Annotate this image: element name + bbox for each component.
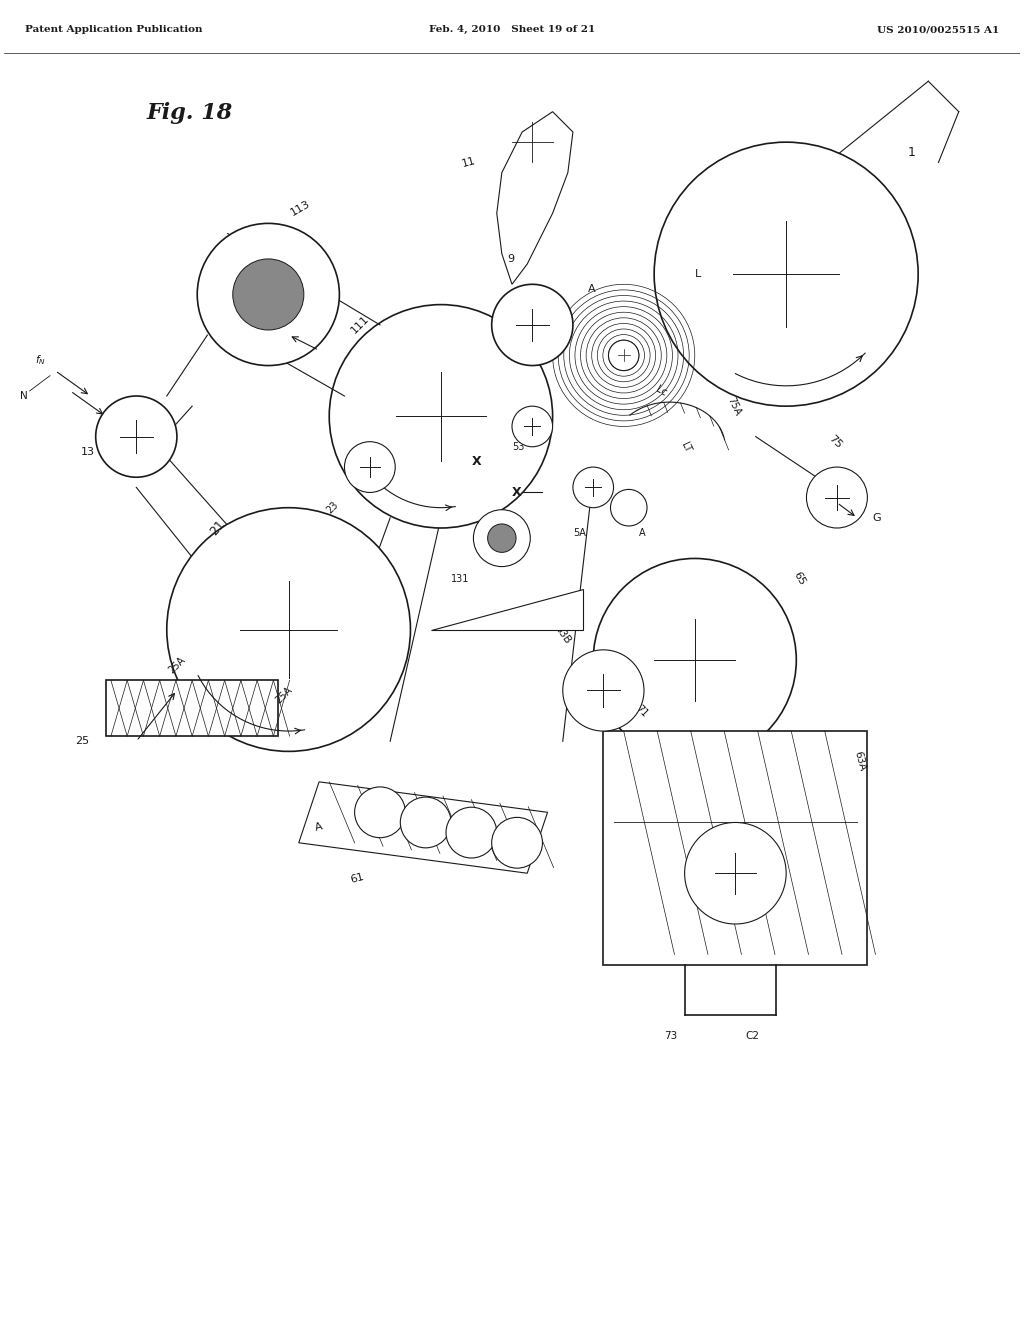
Circle shape [344,442,395,492]
Text: 53: 53 [512,442,524,451]
Polygon shape [105,680,279,737]
Text: A: A [588,284,596,294]
Circle shape [198,223,339,366]
Circle shape [654,143,919,407]
Polygon shape [497,112,572,284]
Text: 61: 61 [349,871,366,884]
Text: Fig. 18: Fig. 18 [146,102,232,124]
Circle shape [487,524,516,552]
Circle shape [610,490,647,525]
Circle shape [685,822,786,924]
Text: 71: 71 [634,702,649,718]
Circle shape [807,467,867,528]
Circle shape [593,558,797,762]
Circle shape [232,259,304,330]
Text: 9: 9 [507,253,514,264]
Text: 75A: 75A [725,396,742,417]
Circle shape [572,467,613,508]
Text: Patent Application Publication: Patent Application Publication [25,25,202,34]
Text: 65: 65 [792,570,807,587]
Text: LT: LT [680,440,693,453]
Circle shape [512,407,553,446]
Text: A: A [639,528,645,539]
Polygon shape [603,731,867,965]
Circle shape [330,305,553,528]
Text: 63A: 63A [852,750,867,772]
Text: 21: 21 [208,517,227,539]
Text: N: N [19,391,28,401]
Text: 131: 131 [452,574,469,583]
Text: 25: 25 [76,737,89,746]
Text: 13: 13 [81,447,94,457]
Text: 111: 111 [349,314,372,335]
Polygon shape [299,781,548,874]
Polygon shape [431,589,583,630]
Text: G: G [872,513,881,523]
Text: A: A [314,822,324,833]
Circle shape [167,508,411,751]
Text: 1: 1 [908,145,915,158]
Text: $f_N$: $f_N$ [35,354,46,367]
Text: X: X [512,486,521,499]
Circle shape [400,797,452,847]
Circle shape [608,341,639,371]
Text: 113: 113 [289,198,311,218]
Text: Feb. 4, 2010   Sheet 19 of 21: Feb. 4, 2010 Sheet 19 of 21 [429,25,595,34]
Text: 11: 11 [461,156,477,169]
Text: L: L [694,269,701,279]
Text: 23: 23 [325,500,340,516]
Text: Lc: Lc [654,384,669,397]
Circle shape [563,649,644,731]
Circle shape [95,396,177,478]
Text: 5A: 5A [572,528,586,539]
Circle shape [473,510,530,566]
Text: US 2010/0025515 A1: US 2010/0025515 A1 [878,25,999,34]
Text: 25A: 25A [167,655,187,676]
Text: X: X [471,455,481,469]
Circle shape [446,808,497,858]
Text: 73: 73 [665,1031,678,1040]
Text: 63B: 63B [553,623,572,645]
Circle shape [354,787,406,838]
Circle shape [492,284,572,366]
Text: 25A: 25A [273,685,294,706]
Text: 75: 75 [826,433,844,450]
Text: C2: C2 [745,1031,760,1040]
Circle shape [492,817,543,869]
